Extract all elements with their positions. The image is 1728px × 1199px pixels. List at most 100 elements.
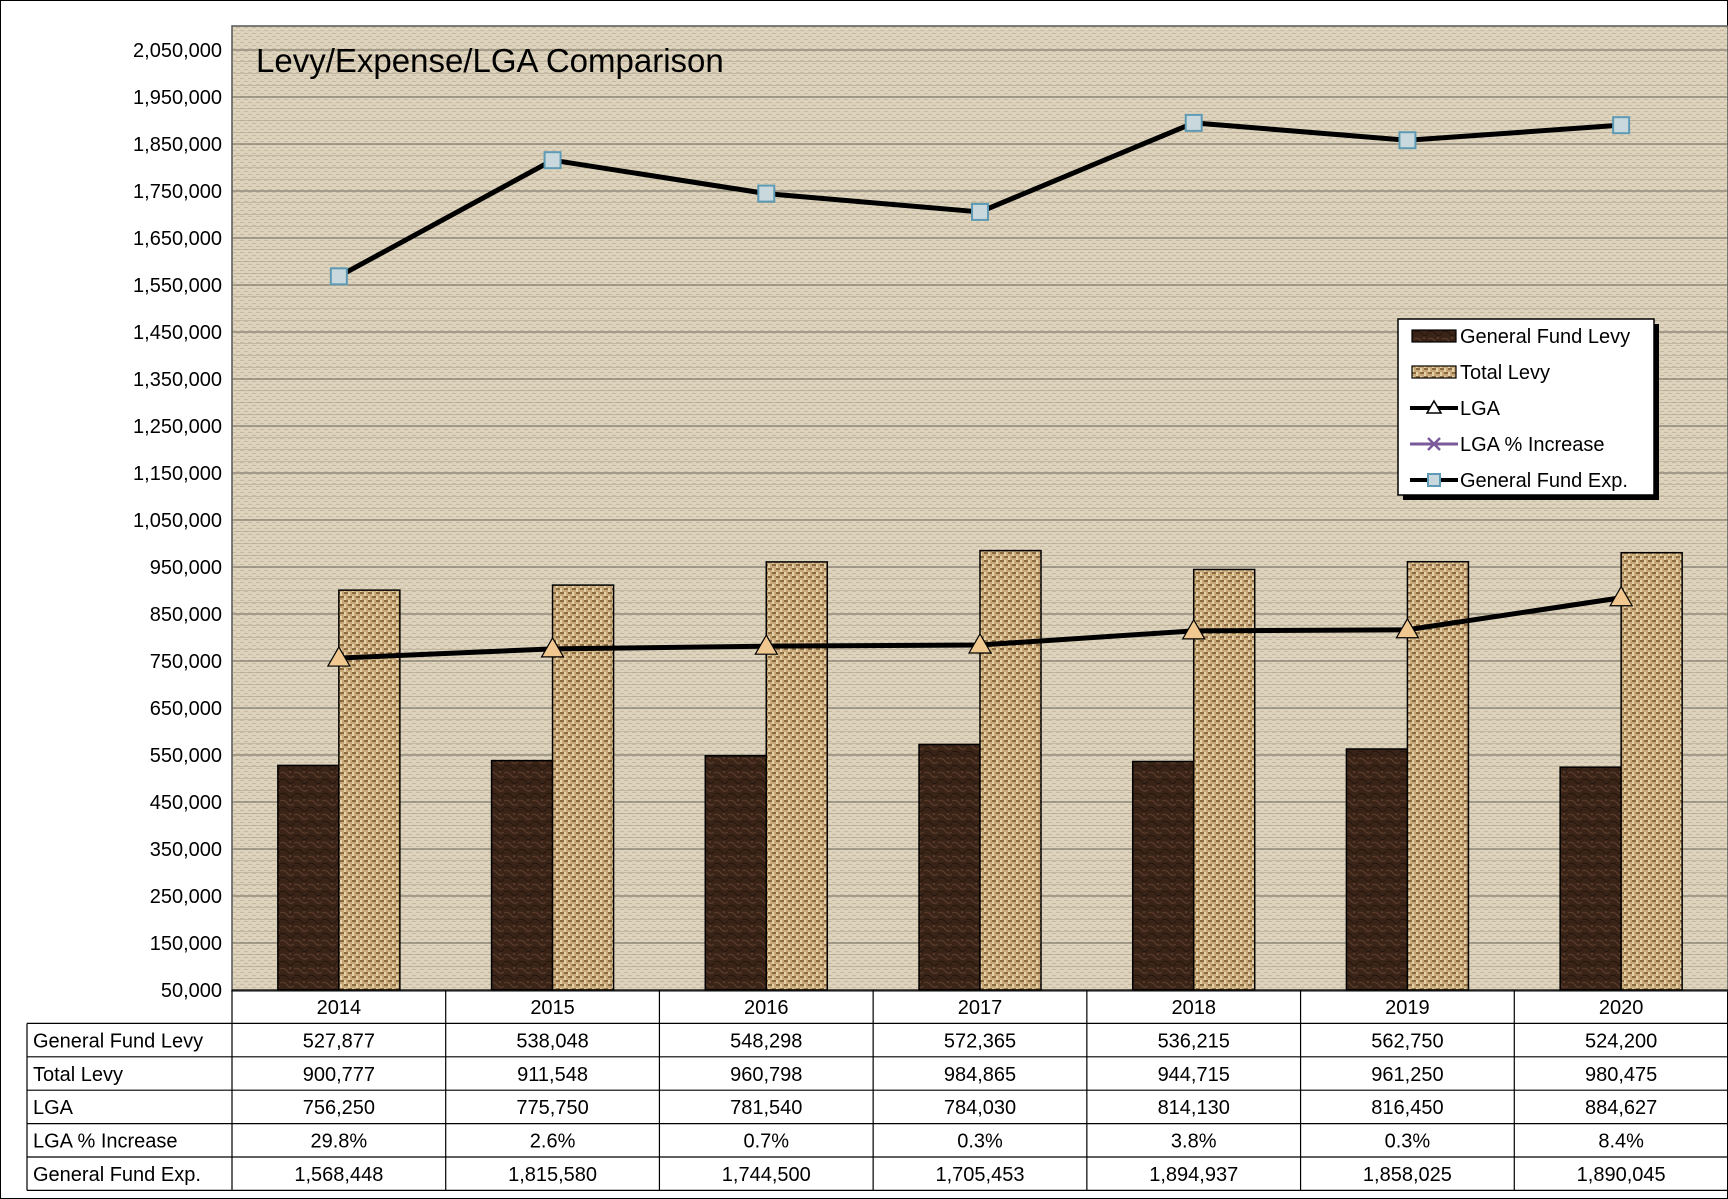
bar-general-fund-levy — [918, 743, 981, 991]
table-row-label: General Fund Levy — [33, 1030, 203, 1052]
y-tick-label: 150,000 — [150, 933, 222, 955]
table-cell: 538,048 — [516, 1030, 588, 1052]
y-tick-label: 1,850,000 — [133, 134, 222, 156]
y-tick-label: 1,950,000 — [133, 87, 222, 109]
bar-general-fund-levy — [277, 764, 340, 991]
table-row-label: LGA % Increase — [33, 1131, 178, 1153]
bar-general-fund-levy — [1131, 760, 1195, 991]
table-cell: 775,750 — [516, 1097, 588, 1119]
table-cell: 2.6% — [530, 1131, 576, 1153]
point-lga — [540, 636, 565, 658]
table-cell: 816,450 — [1371, 1097, 1443, 1119]
y-tick-label: 1,450,000 — [133, 322, 222, 344]
table-cell: 1,705,453 — [936, 1164, 1025, 1186]
point-lga — [754, 633, 779, 655]
bar-general-fund-levy — [1345, 748, 1409, 991]
table-cell: 1,890,045 — [1577, 1164, 1666, 1186]
table-cell: 0.3% — [957, 1131, 1003, 1153]
x-category-label: 2014 — [317, 997, 362, 1019]
y-tick-label: 1,550,000 — [133, 275, 222, 297]
y-tick-label: 450,000 — [150, 792, 222, 814]
y-tick-label: 2,050,000 — [133, 40, 222, 62]
x-category-label: 2019 — [1385, 997, 1430, 1019]
bars — [277, 549, 1683, 991]
legend: General Fund Levy Total Levy LGA LGA % Incr… — [1397, 318, 1659, 500]
bar-general-fund-levy — [704, 755, 768, 991]
table-cell: 961,250 — [1371, 1064, 1443, 1086]
table-cell: 1,815,580 — [508, 1164, 597, 1186]
table-cell: 536,215 — [1158, 1030, 1230, 1052]
bar-total-levy — [1406, 560, 1470, 991]
y-tick-label: 350,000 — [150, 839, 222, 861]
table-cell: 980,475 — [1585, 1064, 1657, 1086]
table-cell: 0.3% — [1385, 1131, 1431, 1153]
table-cell: 524,200 — [1585, 1030, 1657, 1052]
bar-total-levy — [979, 549, 1042, 991]
legend-marker-lga — [1425, 399, 1443, 414]
table-cell: 3.8% — [1171, 1131, 1217, 1153]
data-table: 2014 2015 2016 2017 2018 2019 2020 General Fund… — [26, 989, 1728, 1192]
table-cell: 944,715 — [1158, 1064, 1230, 1086]
x-category-label: 2015 — [530, 997, 575, 1019]
y-tick-label: 650,000 — [150, 698, 222, 720]
table-cell: 884,627 — [1585, 1097, 1657, 1119]
table-cell: 814,130 — [1158, 1097, 1230, 1119]
line-series — [326, 113, 1634, 667]
bar-total-levy — [1620, 551, 1683, 991]
point-general-fund-exp — [543, 151, 562, 170]
table-cell: 572,365 — [944, 1030, 1016, 1052]
legend-label-lga: LGA — [1460, 398, 1501, 420]
x-category-label: 2018 — [1171, 997, 1216, 1019]
table-cell: 784,030 — [944, 1097, 1016, 1119]
table-row-label: Total Levy — [33, 1064, 123, 1086]
y-tick-label: 1,350,000 — [133, 369, 222, 391]
table-cell: 1,568,448 — [294, 1164, 383, 1186]
legend-marker-general-fund-exp — [1427, 473, 1441, 487]
y-tick-label: 1,250,000 — [133, 416, 222, 438]
y-tick-label: 1,050,000 — [133, 510, 222, 532]
table-cell: 548,298 — [730, 1030, 802, 1052]
table-row-label: General Fund Exp. — [33, 1164, 201, 1186]
point-lga — [1181, 618, 1206, 640]
x-category-label: 2020 — [1599, 997, 1644, 1019]
y-tick-label: 250,000 — [150, 886, 222, 908]
point-lga — [1395, 617, 1420, 639]
table-cell: 562,750 — [1371, 1030, 1443, 1052]
bar-general-fund-levy — [490, 759, 554, 991]
table-cell: 781,540 — [730, 1097, 802, 1119]
point-lga — [967, 632, 993, 654]
y-tick-label: 1,750,000 — [133, 181, 222, 203]
legend-label-general-fund-levy: General Fund Levy — [1460, 326, 1630, 348]
bar-general-fund-levy — [1559, 766, 1622, 991]
y-tick-label: 1,150,000 — [133, 463, 222, 485]
x-category-label: 2016 — [744, 997, 789, 1019]
x-category-label: 2017 — [958, 997, 1003, 1019]
table-cell: 756,250 — [303, 1097, 375, 1119]
table-cell: 8.4% — [1598, 1131, 1644, 1153]
legend-marker-lga-increase — [1427, 437, 1441, 451]
bar-total-levy — [765, 561, 829, 991]
chart-title: Levy/Expense/LGA Comparison — [256, 42, 724, 79]
table-cell: 911,548 — [517, 1064, 588, 1086]
table-cell: 1,894,937 — [1149, 1164, 1238, 1186]
y-tick-label: 950,000 — [150, 557, 222, 579]
y-tick-label: 850,000 — [150, 604, 222, 626]
point-general-fund-exp — [1398, 131, 1417, 150]
legend-label-total-levy: Total Levy — [1460, 362, 1550, 384]
bar-total-levy — [1192, 568, 1256, 991]
legend-swatch-total-levy — [1411, 365, 1457, 379]
table-cell: 960,798 — [730, 1064, 802, 1086]
table-cell: 0.7% — [743, 1131, 789, 1153]
point-general-fund-exp — [1184, 113, 1203, 132]
point-general-fund-exp — [757, 184, 776, 203]
y-tick-label: 550,000 — [150, 745, 222, 767]
table-cell: 984,865 — [944, 1064, 1016, 1086]
table-cell: 29.8% — [310, 1131, 367, 1153]
table-cell: 900,777 — [303, 1064, 375, 1086]
point-general-fund-exp — [329, 267, 348, 286]
table-cell: 1,744,500 — [722, 1164, 811, 1186]
legend-label-general-fund-exp: General Fund Exp. — [1460, 470, 1628, 492]
table-cell: 527,877 — [303, 1030, 375, 1052]
point-lga — [1609, 585, 1634, 607]
